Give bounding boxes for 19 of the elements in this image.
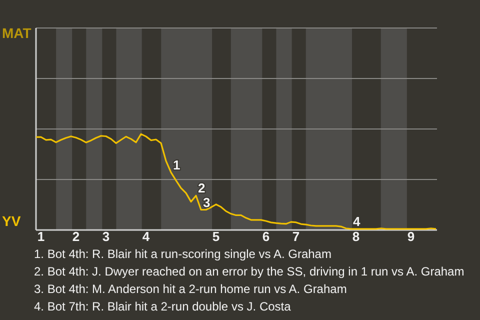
x-tick-label: 3 — [102, 229, 110, 244]
text: 4. Bot 7th: R. Blair hit a 2-run double vs J. Costa — [34, 300, 292, 314]
x-tick-label: 1 — [37, 229, 45, 244]
x-tick-label: 9 — [407, 229, 415, 244]
x-tick-label: 4 — [142, 229, 150, 244]
text: 2. Bot 4th: J. Dwyer reached on an error by the SS, driving in 1 run vs A. Graham — [34, 264, 464, 278]
x-tick-label: 6 — [262, 229, 270, 244]
annotation: 3 — [203, 194, 210, 210]
x-tick-label: 2 — [72, 229, 80, 244]
x-tick-label: 5 — [212, 229, 220, 244]
text: 1. Bot 4th: R. Blair hit a run-scoring single vs A. Graham — [34, 247, 332, 261]
x-tick-label: 8 — [352, 229, 360, 244]
x-tick-label: 7 — [292, 229, 300, 244]
annotation: 1 — [173, 157, 180, 172]
annotation: 4 — [353, 214, 361, 229]
text: YV — [2, 213, 22, 229]
annotation: 2 — [198, 180, 206, 196]
text: 3. Bot 4th: M. Anderson hit a 2-run home run vs A. Graham — [34, 282, 347, 296]
text: MAT — [2, 25, 32, 41]
